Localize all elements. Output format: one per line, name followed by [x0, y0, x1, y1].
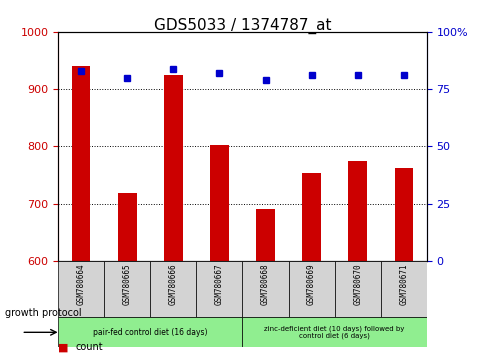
Text: pair-fed control diet (16 days): pair-fed control diet (16 days)	[93, 328, 207, 337]
FancyBboxPatch shape	[104, 261, 150, 317]
Text: GSM780668: GSM780668	[260, 264, 270, 305]
FancyBboxPatch shape	[288, 261, 334, 317]
Text: GSM780667: GSM780667	[214, 264, 224, 305]
Bar	[118, 193, 136, 261]
Text: ■: ■	[58, 342, 69, 352]
Text: GDS5033 / 1374787_at: GDS5033 / 1374787_at	[153, 18, 331, 34]
FancyBboxPatch shape	[58, 261, 104, 317]
Bar	[302, 173, 320, 261]
Text: count: count	[75, 342, 103, 352]
FancyBboxPatch shape	[242, 317, 426, 347]
Text: zinc-deficient diet (10 days) followed by
control diet (6 days): zinc-deficient diet (10 days) followed b…	[264, 325, 404, 339]
Bar	[210, 145, 228, 261]
Text: growth protocol: growth protocol	[5, 308, 81, 318]
FancyBboxPatch shape	[380, 261, 426, 317]
FancyBboxPatch shape	[150, 261, 196, 317]
Bar	[256, 210, 274, 261]
Bar	[72, 66, 90, 261]
Text: GSM780664: GSM780664	[76, 264, 86, 305]
Text: GSM780670: GSM780670	[352, 264, 362, 305]
Text: GSM780666: GSM780666	[168, 264, 178, 305]
Bar	[348, 161, 366, 261]
FancyBboxPatch shape	[58, 317, 242, 347]
Text: GSM780665: GSM780665	[122, 264, 132, 305]
Bar	[393, 168, 412, 261]
FancyBboxPatch shape	[334, 261, 380, 317]
Bar	[164, 75, 182, 261]
Text: GSM780669: GSM780669	[306, 264, 316, 305]
Text: GSM780671: GSM780671	[398, 264, 408, 305]
FancyBboxPatch shape	[242, 261, 288, 317]
FancyBboxPatch shape	[196, 261, 242, 317]
